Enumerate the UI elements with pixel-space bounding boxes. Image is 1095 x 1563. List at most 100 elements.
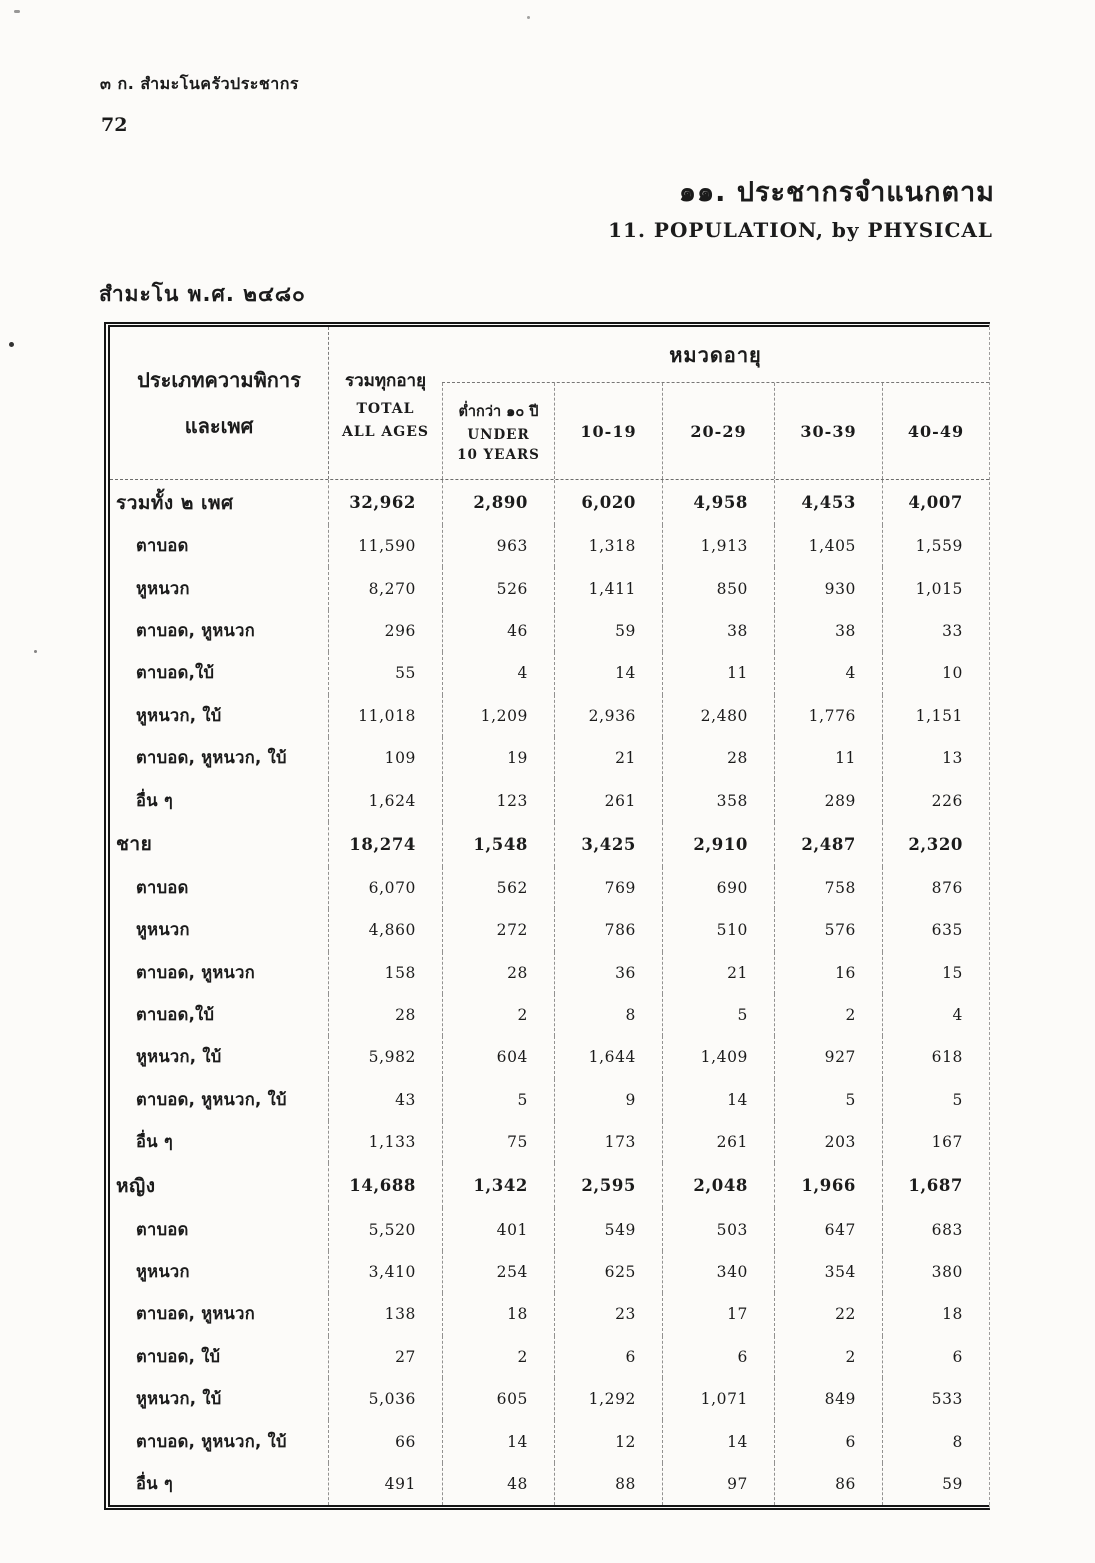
- cell-total: 1,133: [328, 1121, 442, 1164]
- cell-under-10: 963: [442, 525, 554, 568]
- table-row: ตาบอด, หูหนวก, ใบ้ 109 19 21 28 11 13: [110, 736, 989, 780]
- cell-30-39: 2,487: [774, 821, 882, 867]
- cell-10-19: 2,936: [554, 694, 662, 737]
- table-row: ตาบอด, หูหนวก 158 28 36 21 16 15: [110, 951, 989, 994]
- cell-20-29: 14: [662, 1078, 774, 1122]
- cell-30-39: 5: [774, 1078, 882, 1122]
- column-header-disability-type: ประเภทความพิการ และเพศ: [110, 327, 328, 479]
- cell-under-10: 5: [442, 1078, 554, 1122]
- cell-under-10: 605: [442, 1378, 554, 1421]
- table-row: ตาบอด,ใบ้ 28 2 8 5 2 4: [110, 993, 989, 1037]
- cell-under-10: 526: [442, 567, 554, 610]
- cell-10-19: 786: [554, 909, 662, 952]
- age-group-header: หมวดอายุ: [442, 327, 989, 383]
- cell-under-10: 46: [442, 609, 554, 653]
- cell-30-39: 2: [774, 993, 882, 1037]
- cell-30-39: 16: [774, 951, 882, 994]
- cell-under-10: 123: [442, 779, 554, 822]
- cell-total: 109: [328, 736, 442, 780]
- page-number: 72: [101, 114, 128, 136]
- under10-thai: ต่ำกว่า ๑๐ ปี: [458, 403, 539, 420]
- cell-30-39: 354: [774, 1250, 882, 1294]
- table-title-thai: ๑๑. ประชากรจำแนกตาม: [678, 177, 995, 208]
- cell-under-10: 1,209: [442, 694, 554, 737]
- cell-total: 491: [328, 1462, 442, 1506]
- table-row: ตาบอด, หูหนวก, ใบ้ 43 5 9 14 5 5: [110, 1078, 989, 1122]
- cell-40-49: 18: [882, 1293, 989, 1336]
- cell-total: 1,624: [328, 779, 442, 822]
- row-label: ชาย: [116, 833, 153, 856]
- cell-total: 6,070: [328, 866, 442, 910]
- cell-30-39: 22: [774, 1293, 882, 1336]
- cell-30-39: 4,453: [774, 480, 882, 525]
- table-row: อื่น ๆ 1,133 75 173 261 203 167: [110, 1121, 989, 1164]
- cell-40-49: 683: [882, 1208, 989, 1251]
- cell-30-39: 6: [774, 1420, 882, 1463]
- under10-eng1: UNDER: [467, 426, 530, 443]
- cell-20-29: 850: [662, 567, 774, 610]
- cell-40-49: 33: [882, 609, 989, 653]
- cell-10-19: 261: [554, 779, 662, 822]
- cell-40-49: 1,687: [882, 1163, 989, 1209]
- row-label: หูหนวก: [136, 1262, 190, 1282]
- cell-20-29: 510: [662, 909, 774, 952]
- table-row: ตาบอด, หูหนวก 296 46 59 38 38 33: [110, 609, 989, 653]
- cell-20-29: 1,409: [662, 1036, 774, 1079]
- cell-10-19: 2,595: [554, 1163, 662, 1209]
- column-header-age-30-39: 30-39: [774, 383, 882, 479]
- total-header-thai: รวมทุกอายุ: [344, 370, 427, 391]
- cell-under-10: 18: [442, 1293, 554, 1336]
- row-label: อื่น ๆ: [136, 1132, 173, 1152]
- cell-10-19: 14: [554, 652, 662, 695]
- cell-under-10: 401: [442, 1208, 554, 1251]
- cell-20-29: 17: [662, 1293, 774, 1336]
- cell-total: 32,962: [328, 480, 442, 525]
- row-label: ตาบอด, หูหนวก, ใบ้: [136, 748, 287, 768]
- cell-under-10: 254: [442, 1250, 554, 1294]
- cell-20-29: 1,071: [662, 1378, 774, 1421]
- row-label: ตาบอด, หูหนวก: [136, 620, 255, 640]
- cell-10-19: 1,292: [554, 1378, 662, 1421]
- cell-20-29: 2,910: [662, 821, 774, 867]
- cell-40-49: 618: [882, 1036, 989, 1079]
- cell-total: 43: [328, 1078, 442, 1122]
- table-header: ประเภทความพิการ และเพศ รวมทุกอายุ TOTAL …: [110, 327, 989, 480]
- cell-under-10: 2,890: [442, 480, 554, 525]
- cell-total: 158: [328, 951, 442, 994]
- cell-30-39: 203: [774, 1121, 882, 1164]
- column-header-total-all-ages: รวมทุกอายุ TOTAL ALL AGES: [328, 327, 442, 479]
- table-row: หูหนวก, ใบ้ 11,018 1,209 2,936 2,480 1,7…: [110, 694, 989, 737]
- row-label: อื่น ๆ: [136, 1474, 173, 1493]
- cell-40-49: 1,559: [882, 525, 989, 568]
- cell-under-10: 562: [442, 866, 554, 910]
- cell-20-29: 11: [662, 652, 774, 695]
- stub-header-line1: ประเภทความพิการ: [137, 368, 301, 392]
- cell-30-39: 758: [774, 866, 882, 910]
- cell-total: 66: [328, 1420, 442, 1463]
- scan-speck: [9, 342, 14, 347]
- cell-30-39: 930: [774, 567, 882, 610]
- cell-total: 55: [328, 652, 442, 695]
- cell-40-49: 1,151: [882, 694, 989, 737]
- table-row: ตาบอด 5,520 401 549 503 647 683: [110, 1208, 989, 1251]
- cell-total: 4,860: [328, 909, 442, 952]
- column-header-age-20-29: 20-29: [662, 383, 774, 479]
- table-row: หูหนวก 3,410 254 625 340 354 380: [110, 1250, 989, 1294]
- column-header-age-10-19: 10-19: [554, 383, 662, 479]
- cell-30-39: 2: [774, 1335, 882, 1379]
- cell-20-29: 4,958: [662, 480, 774, 525]
- total-header-eng2: ALL AGES: [341, 423, 430, 440]
- scan-speck: [34, 650, 37, 653]
- cell-10-19: 6,020: [554, 480, 662, 525]
- cell-10-19: 1,411: [554, 567, 662, 610]
- cell-10-19: 12: [554, 1420, 662, 1463]
- cell-40-49: 59: [882, 1462, 989, 1506]
- cell-40-49: 2,320: [882, 821, 989, 867]
- cell-40-49: 4: [882, 993, 989, 1037]
- cell-40-49: 13: [882, 736, 989, 780]
- cell-40-49: 876: [882, 866, 989, 910]
- cell-40-49: 8: [882, 1420, 989, 1463]
- table-row: อื่น ๆ 1,624 123 261 358 289 226: [110, 779, 989, 822]
- cell-40-49: 380: [882, 1250, 989, 1294]
- cell-40-49: 167: [882, 1121, 989, 1164]
